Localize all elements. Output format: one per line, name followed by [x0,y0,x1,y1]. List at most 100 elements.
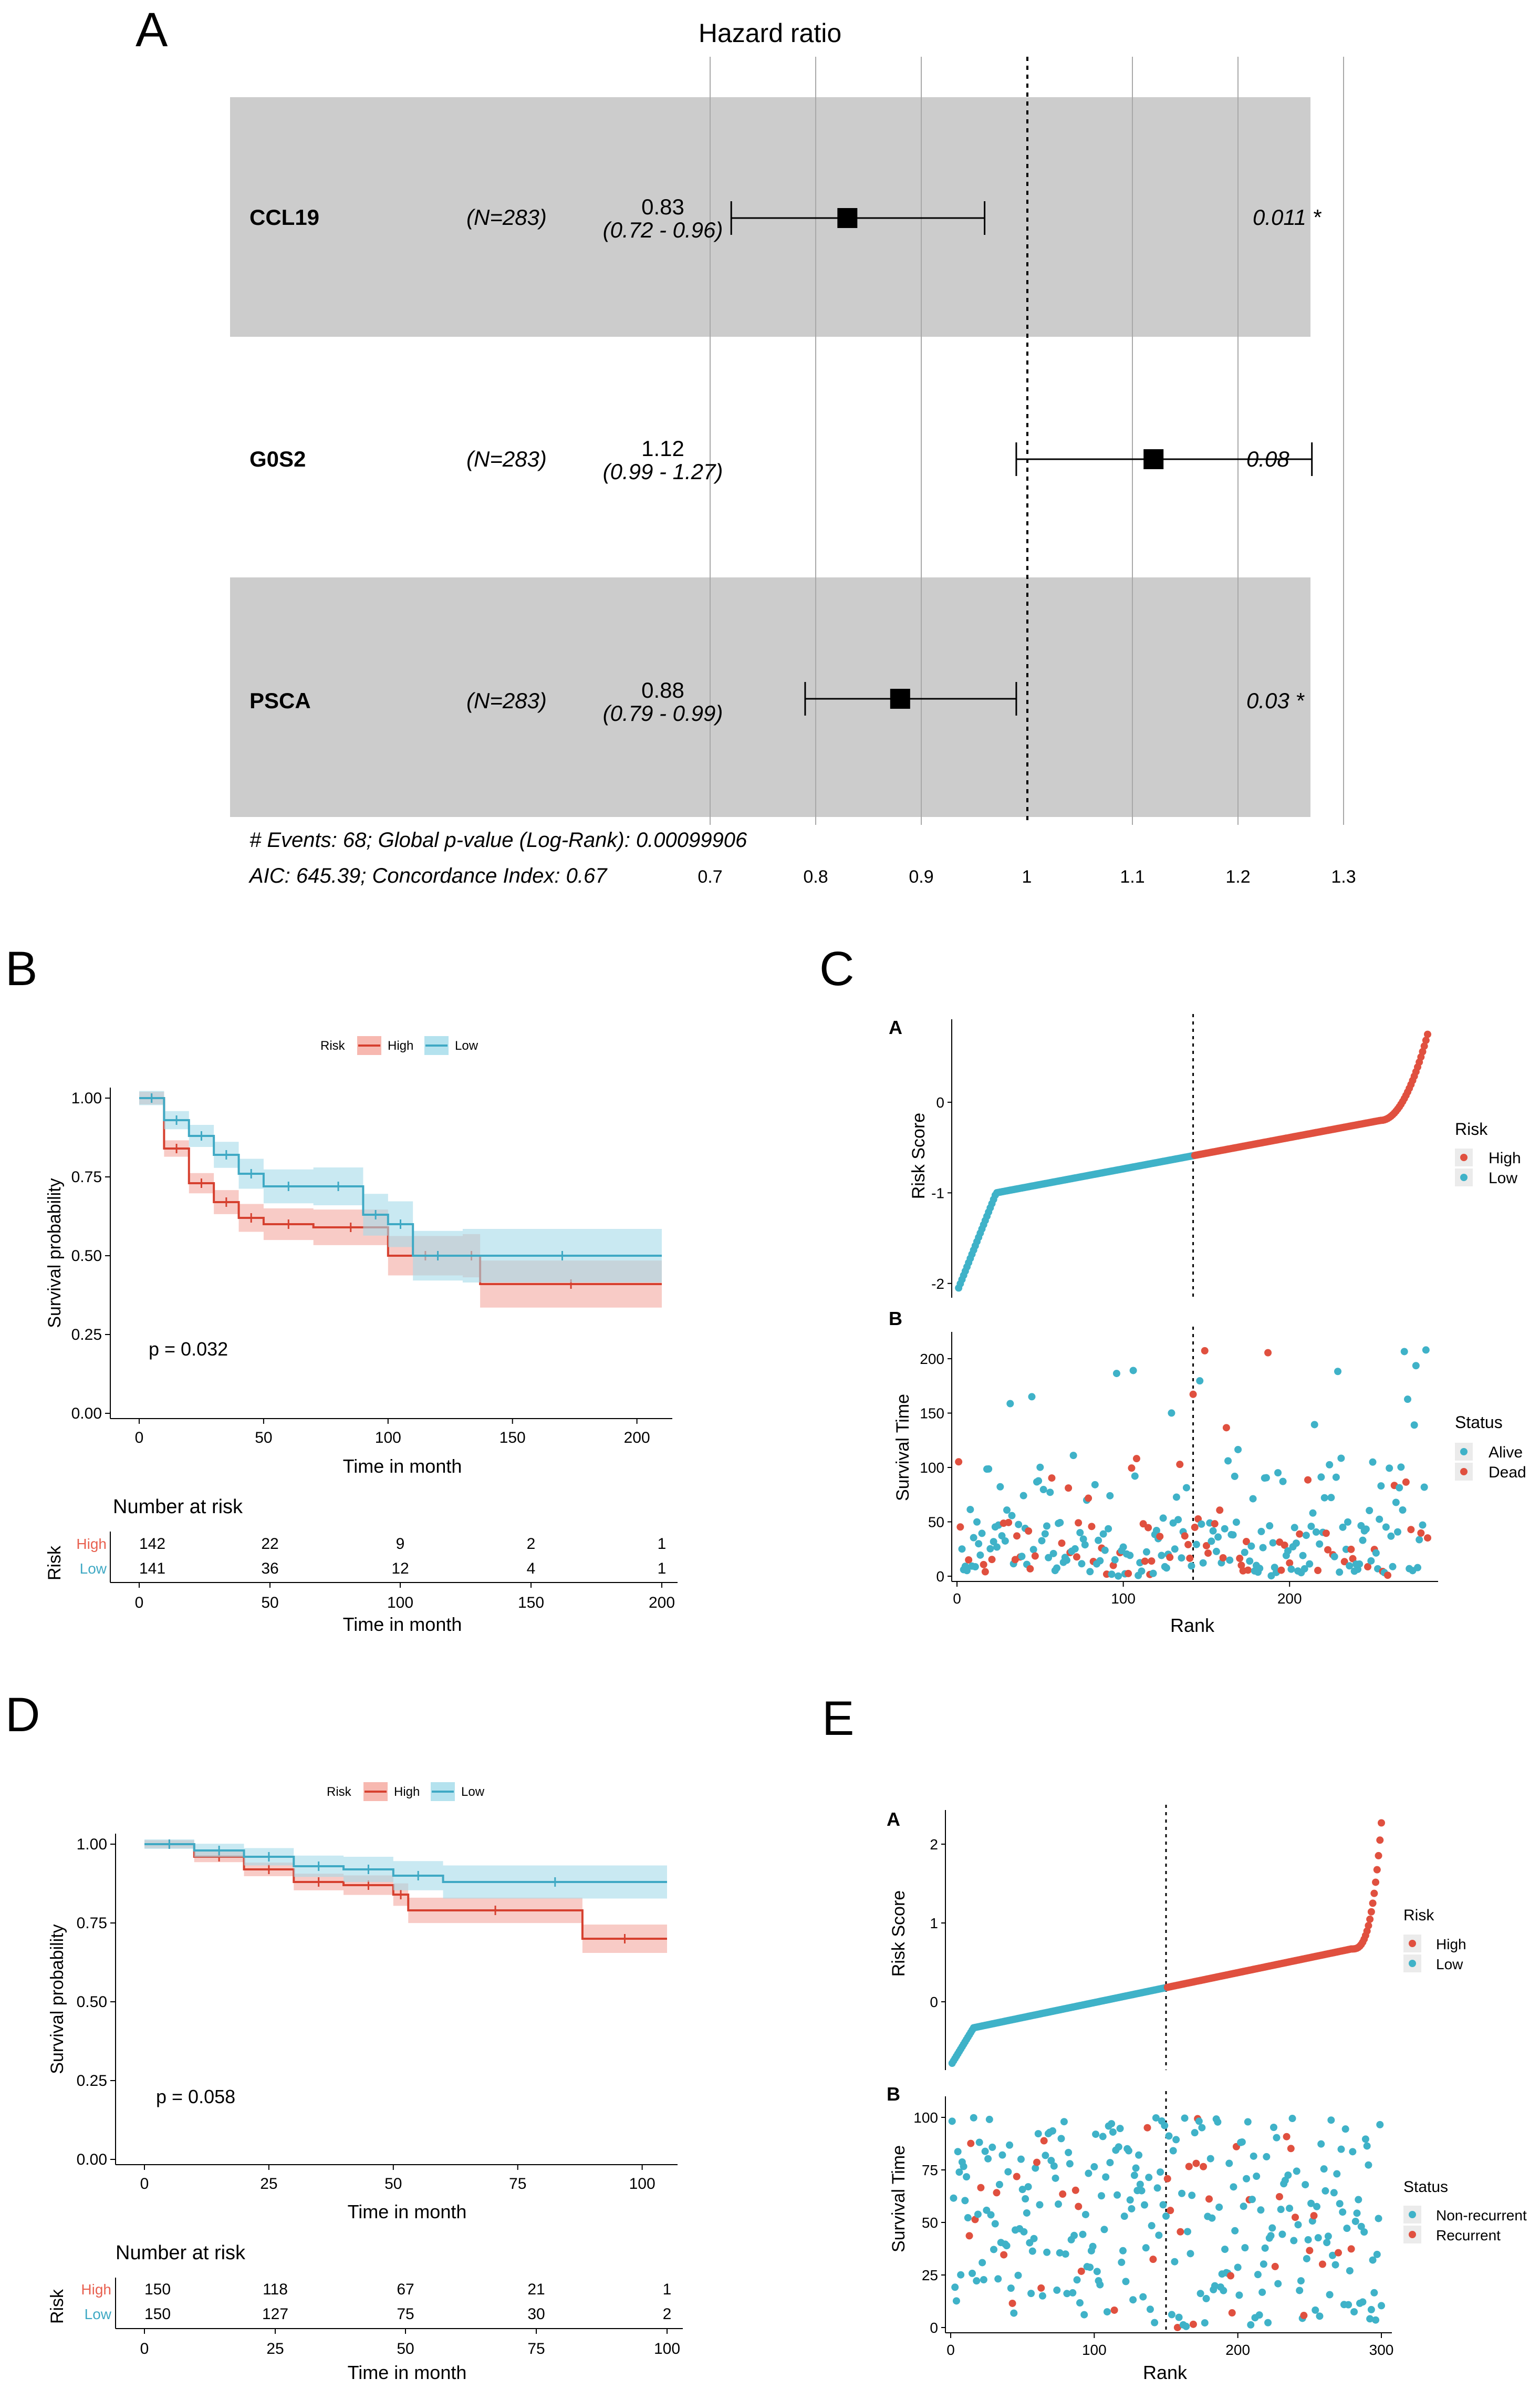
risk-e-legend1-high: High [1436,1936,1466,1952]
risk-time-point [1128,1464,1136,1472]
risk-time-point [1139,1520,1147,1528]
risk-time-point [1345,2301,1352,2309]
risk-time-point [1309,1509,1317,1517]
km-d-xlabel: Time in month [348,2201,467,2222]
km-b-legend-high: High [388,1039,413,1053]
risk-time-point [1347,1545,1355,1553]
km-d-risk-xlabel: Time in month [348,2362,467,2383]
risk-time-point [1222,1424,1230,1432]
risk-time-point [1244,1566,1252,1574]
forest-tick-label: 0.7 [698,867,722,887]
risk-time-point [1227,2272,1234,2280]
risk-time-point [1243,2175,1251,2183]
risk-e-legend2-dot-a [1409,2211,1416,2218]
km-survival-curve [139,1097,662,1257]
risk-time-point [1313,2202,1320,2210]
risk-time-point [1335,2249,1342,2257]
risk-c-legend2-dead: Dead [1489,1464,1526,1481]
risk-time-point [1279,1477,1287,1485]
risk-time-point [1178,1554,1185,1562]
risk-time-point [1073,1553,1080,1561]
risk-table-low-count: 1 [658,1560,667,1577]
risk-time-point [971,1563,979,1571]
risk-e-legend1-dot-low [1409,1960,1416,1967]
risk-time-point [1136,2180,1144,2188]
risk-time-point [1231,2227,1239,2235]
risk-time-point [1346,1562,1354,1570]
risk-time-point [1332,1473,1340,1481]
risk-time-point [1376,2121,1384,2128]
risk-time-point [1162,2212,1170,2220]
risk-time-point [1032,2164,1039,2172]
risk-time-point [998,2151,1006,2159]
risk-time-point [1184,1540,1192,1548]
risk-time-point [984,2155,992,2163]
km-censor-mark [365,1865,372,1874]
km-y-tick-label: 0.50 [71,1247,102,1265]
risk-time-point [1013,2173,1021,2180]
risk-time-point [1302,1532,1310,1539]
risk-time-point [978,1529,986,1537]
risk-time-point [1149,1569,1157,1577]
forest-ci-ccl19: (0.72 - 0.96) [603,218,723,242]
risk-x-tick-label: 200 [1225,2342,1250,2358]
risk-time-point [1204,1549,1212,1557]
risk-time-point [1157,2168,1164,2176]
risk-time-point [1187,2250,1194,2258]
risk-time-point [1125,2147,1132,2155]
risk-time-point [1188,1562,1195,1570]
risk-time-point [1135,2151,1143,2159]
risk-time-tick-label: 75 [922,2162,938,2178]
risk-time-point [1027,2290,1035,2298]
risk-c-legend1-high: High [1489,1150,1521,1167]
risk-time-point [1018,1553,1026,1560]
risk-time-tick-label: 25 [922,2267,938,2283]
risk-time-point [1030,2235,1038,2242]
risk-time-point [1108,1570,1116,1578]
risk-time-point [1234,1445,1242,1453]
risk-c-time-ylabel: Survival Time [893,1394,913,1501]
risk-time-point [1232,1518,1240,1526]
risk-time-point [1042,2152,1049,2159]
risk-time-point [1235,2291,1243,2299]
risk-time-point [1353,2209,1361,2217]
risk-table-high-count: 142 [139,1535,165,1553]
risk-time-tick-label: 200 [920,1351,944,1367]
risk-time-point [1099,2133,1107,2140]
risk-score-point [1422,1037,1430,1044]
risk-time-point [1322,1529,1330,1537]
risk-time-point [1071,1545,1079,1553]
risk-time-point [1182,2322,1190,2330]
km-censor-mark [492,1906,500,1915]
risk-time-point [1188,2191,1196,2199]
risk-time-point [1369,2256,1377,2264]
km-y-tick-label: 0.25 [77,2072,107,2090]
risk-time-point [1132,2164,1140,2172]
forest-tick-label: 0.9 [909,867,933,887]
forest-gene-g0s2: G0S2 [249,447,306,471]
risk-time-point [1171,1545,1179,1553]
risk-time-point [1081,1541,1089,1549]
risk-score-point [1420,1042,1428,1050]
risk-time-point [1330,2189,1338,2197]
risk-time-point [1191,2129,1199,2137]
km-censor-mark [247,1213,255,1223]
risk-time-point [1131,1472,1139,1480]
risk-time-point [1049,2127,1057,2135]
km-censor-mark [372,1210,380,1219]
risk-time-point [1378,2302,1385,2310]
risk-time-point [1264,2319,1272,2326]
risk-time-point [1258,2288,1266,2296]
risk-c-legend2-dot-a [1460,1448,1468,1455]
risk-table-high-count: 9 [396,1535,405,1553]
risk-time-point [1394,1528,1402,1536]
risk-time-point [1364,1563,1372,1571]
forest-hr-psca: 0.88 [641,678,684,702]
risk-table-x-tick-label: 100 [387,1594,413,1611]
risk-time-tick-label: 100 [920,1460,944,1476]
risk-time-point [1003,1506,1011,1514]
risk-time-point [1244,2118,1252,2126]
risk-time-point [1141,1557,1149,1565]
risk-time-point [1274,2280,1282,2288]
